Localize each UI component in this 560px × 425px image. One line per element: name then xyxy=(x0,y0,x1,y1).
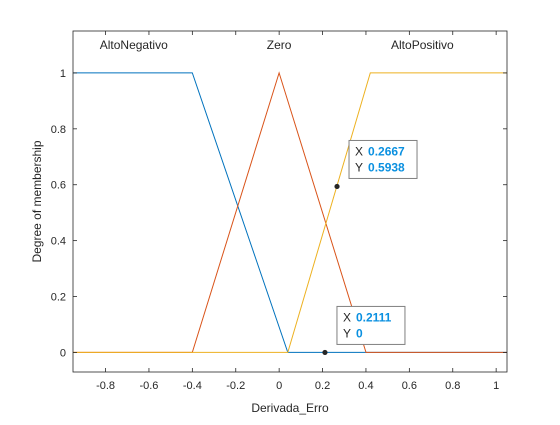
datatip-x-key: X xyxy=(343,310,351,324)
x-tick-label: 0.6 xyxy=(402,380,417,392)
x-tick-label: -0.4 xyxy=(183,380,202,392)
x-axis-label: Derivada_Erro xyxy=(251,401,329,415)
axes-box xyxy=(72,30,508,373)
datatip-box xyxy=(348,139,418,179)
y-tick-label: 0.8 xyxy=(51,124,66,136)
y-tick-label: 0 xyxy=(60,347,66,359)
y-axis-label: Degree of membership xyxy=(30,140,44,262)
datatip-y-value: 0 xyxy=(356,326,363,340)
x-tick-label: 0.4 xyxy=(358,380,373,392)
curve-label-zero: Zero xyxy=(267,38,292,52)
y-tick-label: 0.2 xyxy=(51,292,66,304)
x-tick-label: -0.6 xyxy=(139,380,158,392)
y-tick-label: 1 xyxy=(60,68,66,80)
x-tick-label: 0.8 xyxy=(445,380,460,392)
datatip[interactable]: X 0.2111 Y 0 xyxy=(322,305,406,356)
x-tick-label: 0 xyxy=(276,380,282,392)
datatip-x-key: X xyxy=(355,144,363,158)
series-line-altopositivo[interactable] xyxy=(73,72,507,353)
y-tick-label: 0.6 xyxy=(51,180,66,192)
datatip-y-key: Y xyxy=(343,326,351,340)
curve-label-altonegativo: AltoNegativo xyxy=(100,38,168,52)
datatip-box xyxy=(336,305,406,345)
x-tick-label: -0.8 xyxy=(96,380,115,392)
plot-area xyxy=(73,31,507,372)
x-tick-label: 1 xyxy=(493,380,499,392)
x-tick-label: 0.2 xyxy=(315,380,330,392)
x-tick-label: -0.2 xyxy=(226,380,245,392)
datatip-x-value: 0.2667 xyxy=(368,144,405,158)
datatip-marker[interactable] xyxy=(322,349,328,356)
datatip-y-key: Y xyxy=(355,160,363,174)
datatip-x-value: 0.2111 xyxy=(356,310,392,324)
datatip[interactable]: X 0.2667 Y 0.5938 xyxy=(334,139,418,190)
curve-label-altopositivo: AltoPositivo xyxy=(391,38,454,52)
datatip-y-value: 0.5938 xyxy=(368,160,405,174)
y-tick-label: 0.4 xyxy=(51,236,66,248)
datatip-marker[interactable] xyxy=(334,183,340,190)
